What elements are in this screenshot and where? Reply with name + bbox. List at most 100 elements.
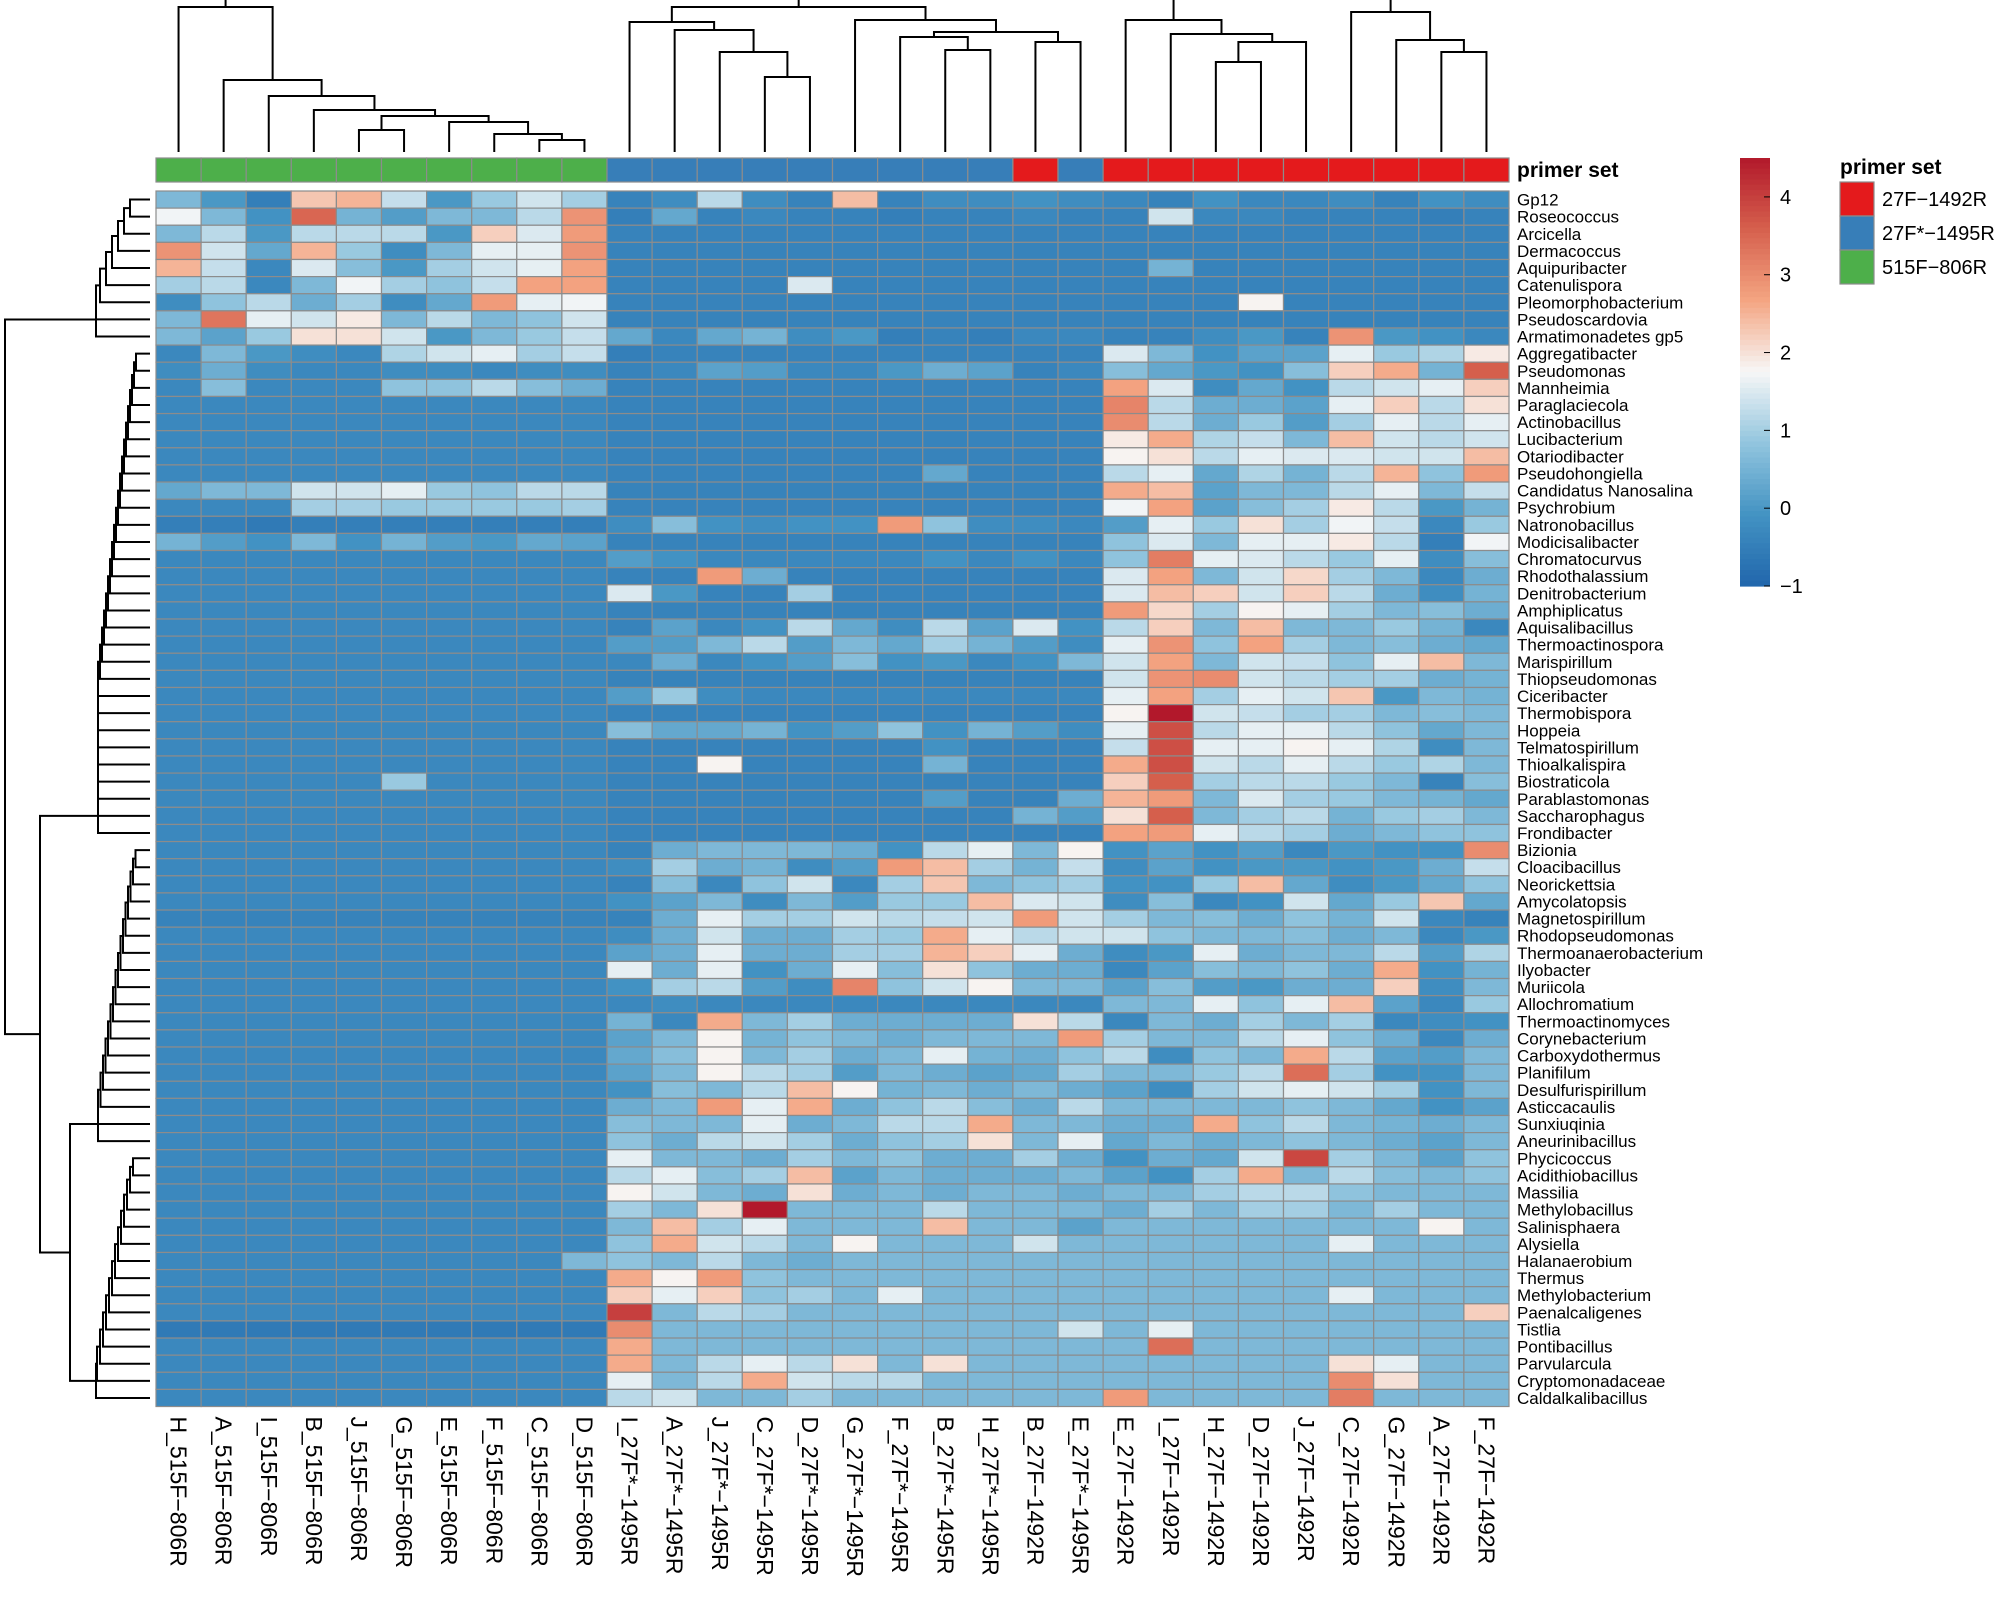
- heatmap-cell: [1057, 789, 1104, 808]
- heatmap-cell: [561, 567, 608, 586]
- heatmap-cell: [606, 875, 653, 894]
- annotation-cell: [155, 157, 202, 183]
- heatmap-cell: [1327, 789, 1375, 808]
- heatmap-cell: [696, 584, 743, 603]
- heatmap-cell: [1192, 1303, 1240, 1322]
- heatmap-cell: [1057, 652, 1104, 671]
- heatmap-cell: [696, 960, 743, 980]
- heatmap-cell: [651, 1097, 698, 1117]
- color-scale-segment: [1740, 195, 1770, 202]
- heatmap-cell: [831, 926, 879, 945]
- heatmap-cell: [1418, 1286, 1465, 1305]
- heatmap-cell: [245, 1046, 292, 1065]
- heatmap-cell: [651, 1303, 698, 1322]
- row-label: Telmatospirillum: [1517, 738, 1639, 757]
- heatmap-cell: [1418, 926, 1465, 945]
- heatmap-cell: [1057, 1234, 1104, 1254]
- heatmap-cell: [155, 447, 202, 466]
- heatmap-cell: [335, 1388, 383, 1408]
- heatmap-cell: [651, 327, 698, 346]
- heatmap-cell: [876, 1166, 924, 1185]
- heatmap-cell: [245, 1388, 292, 1408]
- heatmap-cell: [651, 995, 698, 1014]
- heatmap-cell: [922, 1046, 969, 1065]
- heatmap-cell: [786, 276, 834, 295]
- heatmap-cell: [380, 1286, 428, 1305]
- heatmap-cell: [1237, 977, 1285, 997]
- heatmap-cell: [155, 1303, 202, 1322]
- heatmap-cell: [380, 361, 428, 380]
- heatmap-cell: [471, 293, 518, 312]
- heatmap-cell: [290, 1097, 337, 1117]
- heatmap-cell: [1327, 892, 1375, 911]
- heatmap-cell: [1373, 567, 1420, 586]
- heatmap-cell: [1192, 395, 1240, 415]
- heatmap-cell: [1012, 1371, 1059, 1391]
- heatmap-cell: [651, 224, 698, 243]
- heatmap-cell: [471, 1251, 518, 1271]
- heatmap-cell: [1373, 1114, 1420, 1134]
- color-scale-segment: [1740, 345, 1770, 352]
- heatmap-cell: [967, 858, 1014, 877]
- row-labels: Gp12RoseococcusArcicellaDermacoccusAquip…: [1517, 191, 1703, 1408]
- heatmap-cell: [1102, 464, 1149, 483]
- heatmap-cell: [471, 395, 518, 415]
- heatmap-cell: [1147, 378, 1194, 398]
- row-label: Armatimonadetes gp5: [1517, 328, 1683, 347]
- heatmap-cell: [651, 635, 698, 654]
- color-scale-segment: [1740, 527, 1770, 534]
- heatmap-cell: [335, 875, 383, 894]
- heatmap-cell: [561, 1183, 608, 1202]
- heatmap-cell: [471, 1200, 518, 1219]
- heatmap-cell: [200, 481, 247, 500]
- row-label: Pleomorphobacterium: [1517, 293, 1683, 312]
- color-scale-segment: [1740, 575, 1770, 582]
- heatmap-cell: [426, 395, 473, 415]
- heatmap-cell: [1057, 207, 1104, 226]
- heatmap-cell: [1463, 960, 1510, 980]
- heatmap-cell: [651, 310, 698, 329]
- heatmap-cell: [922, 1012, 969, 1031]
- heatmap-cell: [606, 207, 653, 226]
- heatmap-cell: [922, 1131, 969, 1151]
- heatmap-cell: [516, 224, 563, 243]
- heatmap-cell: [290, 1114, 337, 1134]
- heatmap-cell: [696, 310, 743, 329]
- heatmap-cell: [1102, 1217, 1149, 1236]
- heatmap-cell: [561, 276, 608, 295]
- heatmap-cell: [155, 532, 202, 552]
- heatmap-cell: [1057, 532, 1104, 552]
- heatmap-cell: [1192, 1029, 1240, 1048]
- heatmap-cell: [696, 567, 743, 586]
- heatmap-cell: [516, 875, 563, 894]
- heatmap-cell: [651, 892, 698, 911]
- heatmap-cell: [155, 1012, 202, 1031]
- heatmap-cell: [426, 1114, 473, 1134]
- heatmap-cell: [1327, 293, 1375, 312]
- heatmap-cell: [786, 875, 834, 894]
- heatmap-cell: [471, 412, 518, 432]
- heatmap-cell: [426, 703, 473, 723]
- heatmap-cell: [426, 1046, 473, 1065]
- heatmap-cell: [967, 1166, 1014, 1185]
- heatmap-cell: [967, 703, 1014, 723]
- heatmap-cell: [380, 1303, 428, 1322]
- heatmap-cell: [1373, 344, 1420, 363]
- heatmap-cell: [426, 858, 473, 877]
- heatmap-cell: [1012, 1114, 1059, 1134]
- heatmap-cell: [200, 1166, 247, 1185]
- heatmap-cell: [200, 738, 247, 757]
- heatmap-cell: [1057, 1097, 1104, 1117]
- heatmap-cell: [561, 703, 608, 723]
- heatmap-cell: [290, 1200, 337, 1219]
- heatmap-cell: [831, 858, 879, 877]
- heatmap-cell: [335, 1354, 383, 1373]
- heatmap-cell: [1012, 224, 1059, 243]
- heatmap-cell: [967, 601, 1014, 620]
- heatmap-cell: [335, 498, 383, 517]
- heatmap-cell: [1102, 207, 1149, 226]
- heatmap-cell: [245, 1166, 292, 1185]
- color-scale-segment: [1740, 291, 1770, 298]
- heatmap-cell: [200, 1268, 247, 1288]
- annotation-cell: [876, 157, 924, 183]
